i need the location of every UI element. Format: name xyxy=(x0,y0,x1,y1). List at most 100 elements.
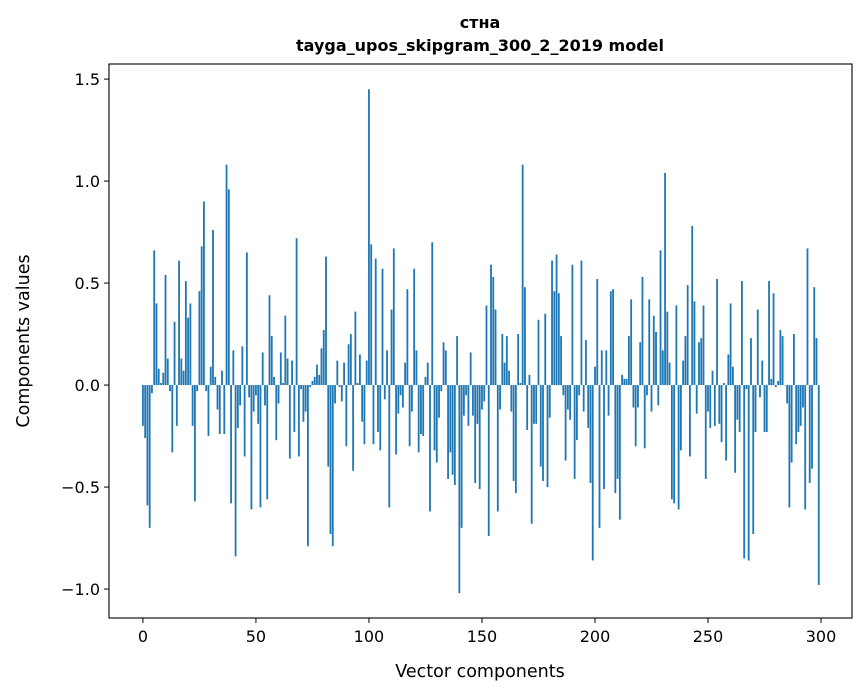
bar xyxy=(627,336,630,386)
bar xyxy=(408,385,411,447)
bar xyxy=(413,268,416,386)
bar xyxy=(709,385,712,428)
bar xyxy=(569,385,572,420)
bar xyxy=(707,385,709,412)
bar xyxy=(157,368,160,386)
bar xyxy=(528,374,531,386)
bar xyxy=(277,385,280,404)
bar xyxy=(695,385,698,414)
bar xyxy=(304,385,307,412)
bar xyxy=(585,340,587,386)
bar xyxy=(637,385,639,408)
bar xyxy=(566,385,569,410)
x-tick-label: 0 xyxy=(138,627,148,646)
bar xyxy=(155,303,158,386)
bar xyxy=(212,230,214,386)
bar xyxy=(293,385,296,432)
bar xyxy=(232,350,235,386)
bar xyxy=(587,385,590,428)
bar xyxy=(494,309,497,386)
bar xyxy=(643,385,646,449)
bar xyxy=(390,309,393,386)
bar xyxy=(811,385,813,469)
bar xyxy=(225,164,228,386)
bar xyxy=(542,385,544,481)
bar xyxy=(630,299,633,386)
bar xyxy=(503,362,506,386)
bar xyxy=(535,385,538,424)
y-axis-label: Components values xyxy=(14,254,34,427)
bar xyxy=(397,385,400,414)
bar xyxy=(594,366,596,386)
bar xyxy=(713,385,716,426)
bar xyxy=(248,385,251,398)
bar xyxy=(553,291,556,386)
bar xyxy=(356,383,359,386)
bar xyxy=(261,352,264,386)
x-tick-label: 250 xyxy=(693,627,724,646)
bar xyxy=(284,315,287,386)
bar xyxy=(774,385,777,388)
bar xyxy=(576,385,578,441)
bar xyxy=(347,344,350,386)
bar xyxy=(352,385,355,471)
bar xyxy=(580,260,583,386)
bar xyxy=(218,385,221,435)
bar xyxy=(544,313,547,386)
bar xyxy=(605,350,608,386)
bar xyxy=(282,383,284,386)
y-tick-label: 0.0 xyxy=(75,376,100,395)
bar xyxy=(679,385,682,451)
bar xyxy=(173,321,176,386)
bar xyxy=(806,248,809,386)
bar xyxy=(496,385,499,512)
bar xyxy=(743,385,746,559)
bar xyxy=(734,385,737,473)
bar xyxy=(582,385,585,412)
y-tick-label: −0.5 xyxy=(61,478,100,497)
bar xyxy=(505,336,508,386)
bar xyxy=(621,374,624,386)
bar xyxy=(526,385,529,430)
bar xyxy=(447,385,449,479)
bar xyxy=(205,385,208,392)
bar xyxy=(539,385,542,467)
bar xyxy=(573,385,576,479)
bar xyxy=(761,360,764,386)
bar xyxy=(440,385,443,392)
bar xyxy=(417,385,420,453)
bar xyxy=(691,225,694,386)
bar xyxy=(153,250,156,386)
bar xyxy=(560,336,562,386)
bar xyxy=(458,385,461,594)
bar xyxy=(424,376,427,386)
bar xyxy=(182,370,185,386)
bar xyxy=(684,336,687,386)
bar xyxy=(557,293,560,386)
bar xyxy=(702,305,705,386)
bar xyxy=(750,338,752,386)
bar xyxy=(388,385,391,508)
bar xyxy=(508,370,510,386)
bars-group xyxy=(142,89,820,594)
bar xyxy=(193,385,196,502)
bar xyxy=(698,342,700,386)
y-tick-label: −1.0 xyxy=(61,580,100,599)
bar xyxy=(467,385,470,426)
bar xyxy=(462,385,465,416)
bar xyxy=(209,366,212,386)
bar xyxy=(200,246,203,386)
bar xyxy=(270,336,273,386)
bar xyxy=(650,385,653,412)
bar xyxy=(379,385,382,451)
bar xyxy=(596,278,599,386)
bar xyxy=(623,378,626,386)
bar xyxy=(162,372,165,386)
bar xyxy=(361,385,364,422)
bar xyxy=(469,352,472,386)
bar xyxy=(354,311,357,386)
bar xyxy=(410,385,413,412)
bar xyxy=(720,385,723,443)
bar xyxy=(600,350,603,386)
